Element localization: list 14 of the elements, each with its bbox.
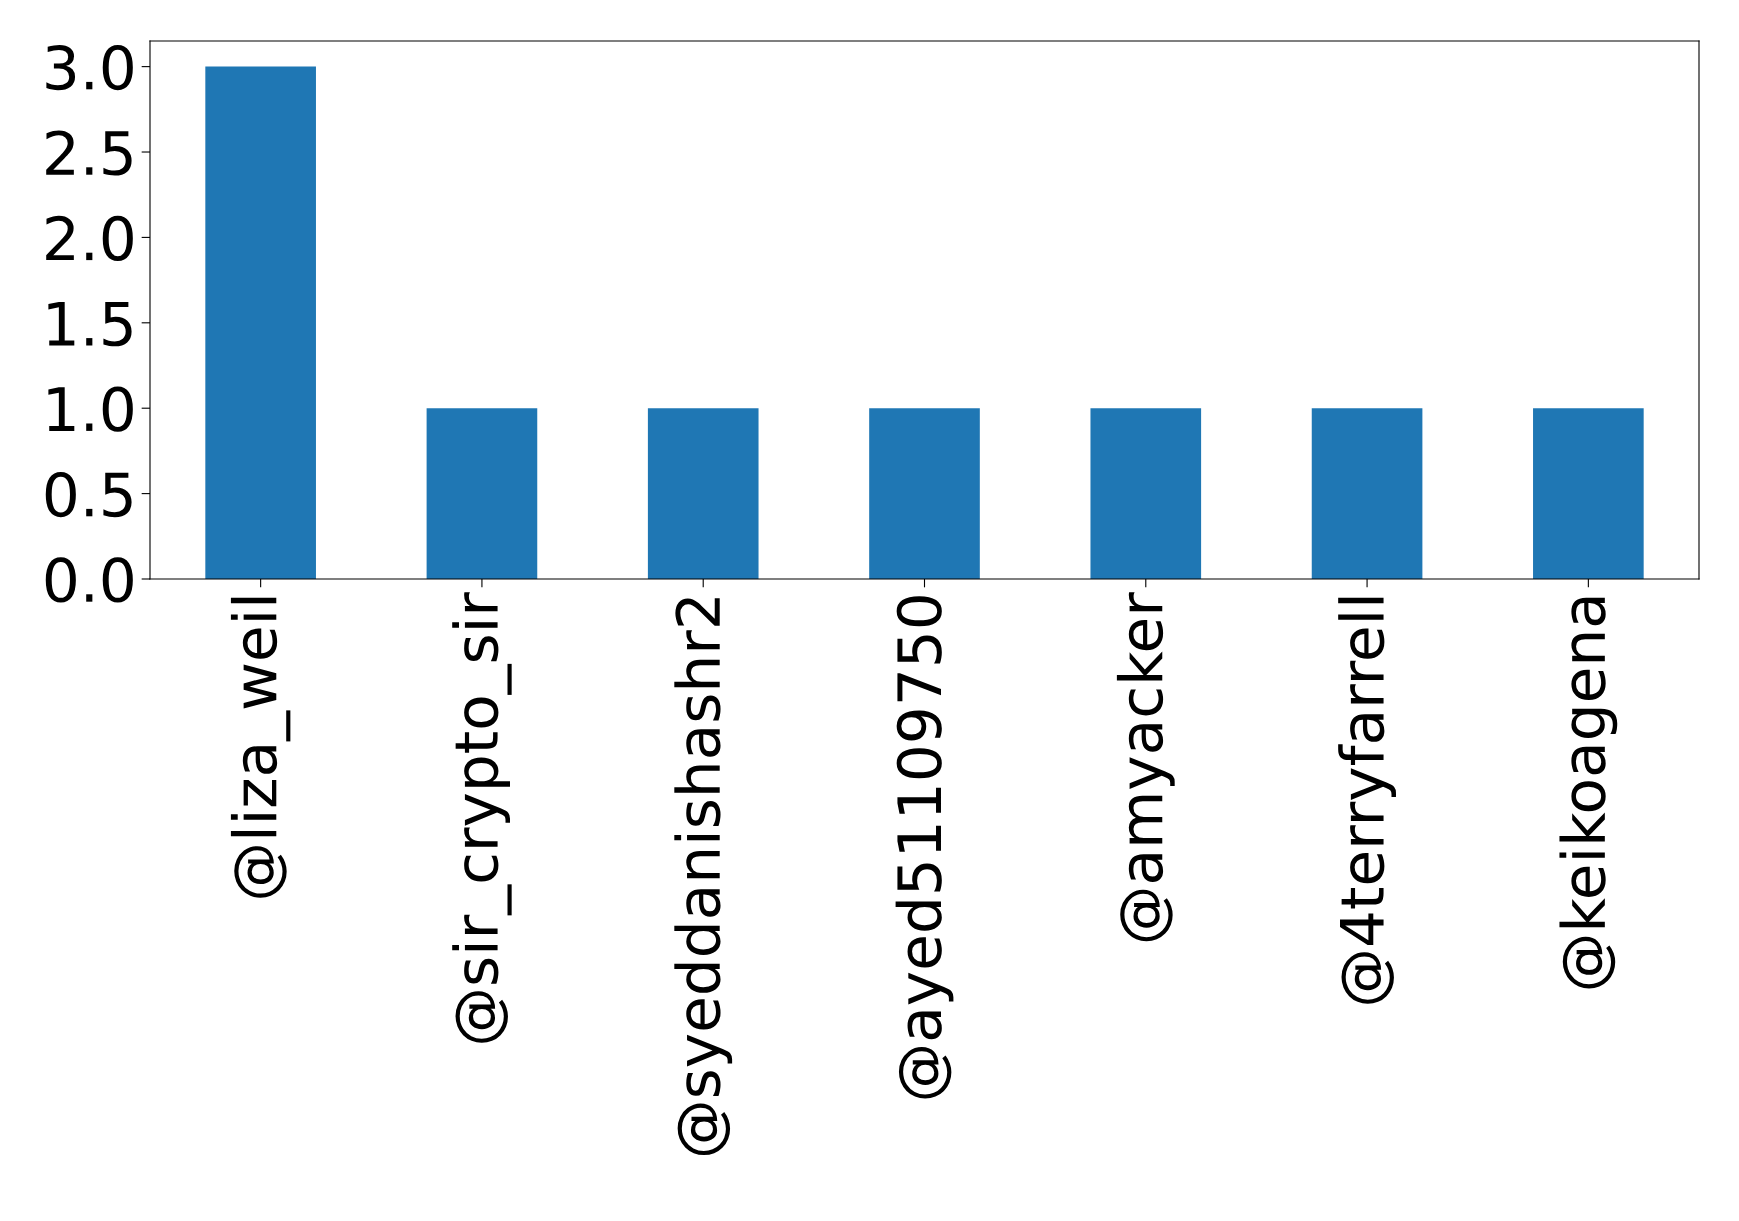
y-tick-label: 1.0 [48, 386, 133, 432]
y-tick-label: 2.5 [46, 130, 132, 176]
y-tick-label: 1.5 [48, 301, 132, 347]
y-tick-label: 0.0 [45, 557, 133, 603]
x-tick-label: @ayed51109750 [895, 596, 954, 1099]
x-tick-label: @syeddanishashr2 [674, 598, 733, 1156]
x-tick-label: @keikoagena [1559, 597, 1618, 989]
x-tick-label: @liza_weil [230, 597, 291, 898]
x-tick-label: @sir_crypto_sir [452, 592, 512, 1043]
y-tick-label: 0.5 [45, 471, 132, 518]
x-tick-label: @amyacker [1116, 592, 1175, 942]
x-tick-label: @4terryfarrell [1338, 597, 1396, 1004]
y-tick-label: 3.0 [46, 44, 133, 91]
y-tick-label: 2.0 [46, 215, 133, 261]
